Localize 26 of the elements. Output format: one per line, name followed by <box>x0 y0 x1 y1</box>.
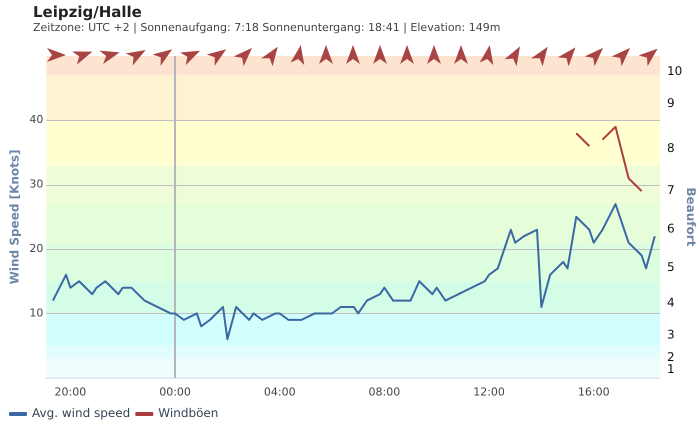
band-label: 6 <box>667 221 675 236</box>
band-label: 4 <box>667 295 675 310</box>
x-tick-label: 08:00 <box>368 385 400 398</box>
legend-label: Windböen <box>158 406 218 420</box>
band-label: 5 <box>667 260 675 274</box>
x-tick-label: 20:00 <box>54 385 86 398</box>
band-label: 9 <box>667 96 675 110</box>
band-label: 8 <box>667 141 675 156</box>
chart-title: Leipzig/Halle <box>33 3 142 21</box>
chart-subtitle: Zeitzone: UTC +2 | Sonnenaufgang: 7:18 Sonnenuntergang: 18:41 | Elevation: 149m <box>33 21 500 34</box>
y-tick-label: 30 <box>29 178 44 191</box>
legend-label: Avg. wind speed <box>32 406 130 420</box>
band-label: 10 <box>667 64 682 78</box>
x-tick-label: 16:00 <box>578 385 610 398</box>
x-tick-label: 00:00 <box>159 385 191 398</box>
x-tick-label: 04:00 <box>264 385 296 398</box>
y-tick-label: 20 <box>29 242 44 255</box>
y-tick-label: 10 <box>29 306 44 320</box>
x-tick-label: 12:00 <box>473 385 505 398</box>
band-label: 1 <box>667 362 675 376</box>
y2-axis-title: Beaufort <box>684 187 698 247</box>
band-label: 3 <box>667 328 675 342</box>
y-tick-label: 40 <box>29 113 44 126</box>
band-label: 7 <box>667 182 675 197</box>
band-label: 2 <box>667 350 675 364</box>
y-axis-title: Wind Speed [Knots] <box>7 149 22 284</box>
